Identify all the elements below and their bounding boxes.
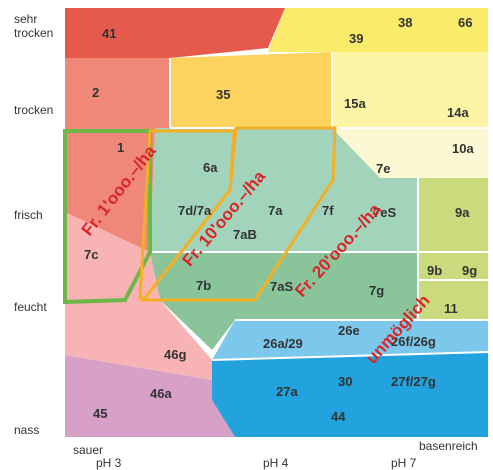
x-label-ph3: pH 3 <box>96 456 122 470</box>
region-pale-yellow <box>332 52 488 128</box>
unit-46g: 46g <box>164 347 186 362</box>
unit-7aS: 7aS <box>270 279 293 294</box>
x-label-sauer: sauer <box>73 443 104 457</box>
unit-7e: 7e <box>376 161 390 176</box>
unit-7d7a: 7d/7a <box>178 203 212 218</box>
unit-46a: 46a <box>150 386 172 401</box>
unit-7f: 7f <box>322 203 334 218</box>
unit-26e: 26e <box>338 323 360 338</box>
y-label-feucht: feucht <box>14 300 47 314</box>
region-mint <box>150 128 418 252</box>
unit-66: 66 <box>458 15 472 30</box>
unit-30: 30 <box>338 374 352 389</box>
region-light-blue <box>212 320 488 360</box>
region-cream <box>332 128 488 178</box>
unit-9b: 9b <box>427 263 442 278</box>
unit-14a: 14a <box>447 105 469 120</box>
y-label-nass: nass <box>14 423 40 437</box>
unit-10a: 10a <box>452 141 474 156</box>
unit-9g: 9g <box>462 263 477 278</box>
region-yellow <box>268 8 488 52</box>
y-label-trocken-line: trocken <box>14 26 54 40</box>
y-label-sehr-line: sehr <box>14 12 38 26</box>
unit-1: 1 <box>117 140 124 155</box>
unit-2: 2 <box>92 85 99 100</box>
outline-orange-20000 <box>139 126 337 302</box>
unit-7aB: 7aB <box>233 227 257 242</box>
unit-26a29: 26a/29 <box>263 336 303 351</box>
unit-27a: 27a <box>276 384 298 399</box>
region-orange-yellow <box>170 52 332 128</box>
unit-38: 38 <box>398 15 412 30</box>
outline-green-1000 <box>63 129 152 305</box>
x-label-ph7: pH 7 <box>391 456 417 470</box>
unit-35: 35 <box>216 87 230 102</box>
region-salmon <box>65 58 170 252</box>
unit-6a: 6a <box>203 160 218 175</box>
region-green <box>150 252 488 350</box>
unit-39: 39 <box>349 31 363 46</box>
unit-27f27g: 27f/27g <box>391 374 436 389</box>
region-blue <box>212 352 488 437</box>
unit-11: 11 <box>444 301 458 316</box>
unit-7b: 7b <box>196 278 211 293</box>
unit-9a: 9a <box>455 205 470 220</box>
unit-45: 45 <box>93 406 107 421</box>
y-label-sehr-trocken: sehr trocken <box>14 12 53 40</box>
region-pink <box>65 212 212 380</box>
unit-26f26g: 26f/26g <box>391 334 436 349</box>
y-label-frisch: frisch <box>14 208 43 222</box>
unit-7a: 7a <box>268 203 283 218</box>
unit-7eS: 7eS <box>373 205 396 220</box>
region-layer <box>65 8 488 437</box>
unit-15a: 15a <box>344 96 366 111</box>
x-label-basenreich: basenreich <box>419 439 478 453</box>
unit-7g: 7g <box>369 283 384 298</box>
x-label-ph4: pH 4 <box>263 456 289 470</box>
region-red <box>65 8 285 58</box>
unit-7c: 7c <box>84 247 98 262</box>
region-mauve <box>65 355 235 437</box>
y-label-trocken: trocken <box>14 103 54 117</box>
region-lime <box>418 178 488 320</box>
unit-labels: 41 39 38 66 2 35 15a 14a 1 10a 6a 7e 7d/… <box>84 15 477 424</box>
unit-41: 41 <box>102 26 116 41</box>
unit-44: 44 <box>331 409 346 424</box>
